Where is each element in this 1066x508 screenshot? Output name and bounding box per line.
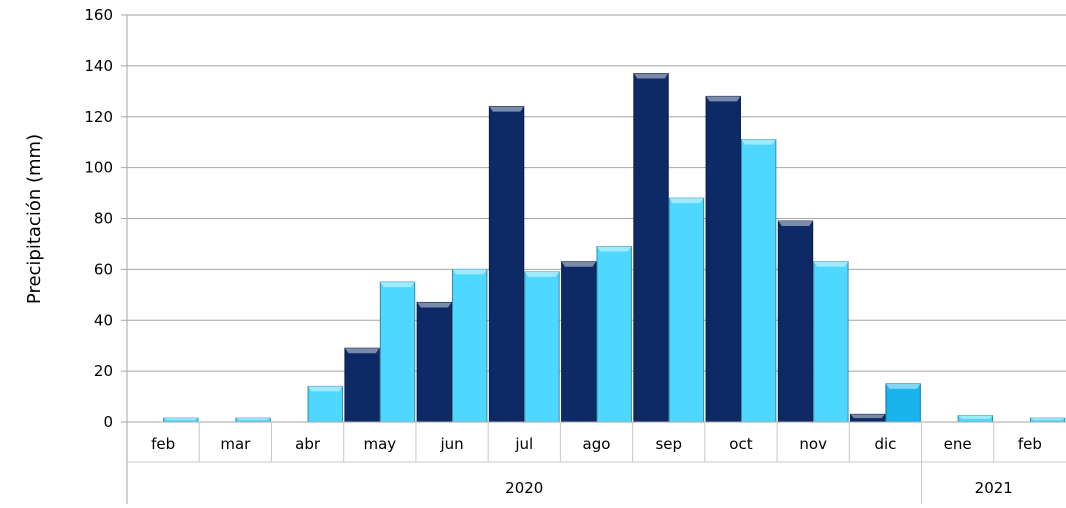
bar-bevel <box>633 73 669 79</box>
bar-bevel <box>308 386 343 392</box>
bar-bevel <box>1030 418 1065 421</box>
bar-body <box>885 383 921 423</box>
bar-bevel <box>813 261 849 267</box>
bar-bevel <box>380 282 415 288</box>
bar <box>379 281 416 423</box>
bar <box>416 301 453 423</box>
x-group-label: 2020 <box>505 479 543 497</box>
bar-body <box>633 73 669 423</box>
bar <box>596 245 632 423</box>
x-category-label: jul <box>514 435 533 453</box>
bar-bevel <box>163 418 199 421</box>
bar-body <box>488 106 525 423</box>
bar-bevel <box>741 139 776 145</box>
bar <box>777 220 814 423</box>
bar-bevel <box>235 418 271 421</box>
bar-body <box>596 245 632 423</box>
bar-body <box>307 385 343 423</box>
x-category-label: feb <box>1018 435 1042 453</box>
bar <box>633 73 669 423</box>
bar <box>344 347 380 423</box>
bar-body <box>416 301 453 423</box>
bar-body <box>813 261 849 423</box>
x-category-label: feb <box>151 435 175 453</box>
bar <box>163 417 199 423</box>
y-tick-label: 160 <box>84 6 113 24</box>
bar-bevel <box>344 348 380 354</box>
bar <box>885 383 921 423</box>
bar-body <box>561 261 597 423</box>
x-group-label: 2021 <box>975 479 1013 497</box>
bar-bevel <box>452 269 487 275</box>
bar-body <box>344 347 380 423</box>
x-category-label: nov <box>799 435 827 453</box>
x-category-label: ago <box>583 435 611 453</box>
y-tick-label: 140 <box>84 57 113 75</box>
bar-body <box>740 139 777 423</box>
bar <box>488 106 525 423</box>
x-category-label: mar <box>220 435 251 453</box>
bar-body <box>524 271 560 423</box>
y-tick-label: 100 <box>84 159 113 177</box>
bar-bevel <box>489 106 524 112</box>
x-category-label: dic <box>874 435 896 453</box>
x-category-label: may <box>363 435 396 453</box>
x-category-label: abr <box>295 435 321 453</box>
bar <box>561 261 597 423</box>
y-tick-label: 60 <box>94 260 113 278</box>
bar <box>524 271 560 423</box>
bar-bevel <box>850 414 885 419</box>
bar <box>307 385 343 423</box>
bar-body <box>379 281 416 423</box>
labels: 0 20 40 60 80 100 120 140 160 feb mar abr may jun jul a… <box>84 6 1042 497</box>
bar <box>740 139 777 423</box>
bar <box>235 417 271 423</box>
bar <box>705 95 741 423</box>
bar-bevel <box>778 221 813 227</box>
bar <box>850 413 886 423</box>
y-tick-label: 40 <box>94 311 113 329</box>
y-tick-label: 120 <box>84 108 113 126</box>
bar <box>957 415 994 423</box>
y-tick-label: 80 <box>94 210 113 228</box>
x-category-label: ene <box>944 435 972 453</box>
y-tick-label: 0 <box>103 413 113 431</box>
bar-body <box>452 268 488 423</box>
y-axis-title: Precipitación (mm) <box>24 134 45 304</box>
bar <box>452 268 488 423</box>
bar-bevel <box>524 271 560 277</box>
bar <box>1029 417 1066 423</box>
bar <box>813 261 849 423</box>
bar-bevel <box>561 261 596 267</box>
axes <box>121 14 1066 504</box>
bar-body <box>705 95 741 423</box>
bars <box>163 73 1066 423</box>
bar-bevel <box>958 415 993 419</box>
y-tick-label: 20 <box>94 362 113 380</box>
bar-bevel <box>669 198 704 204</box>
bar-bevel <box>885 383 921 389</box>
bar-bevel <box>597 246 632 252</box>
x-category-label: sep <box>655 435 682 453</box>
bar-body <box>668 197 705 423</box>
x-category-label: jun <box>439 435 463 453</box>
bar-bevel <box>706 96 741 102</box>
x-category-label: oct <box>729 435 752 453</box>
bar-body <box>777 220 814 423</box>
bar-bevel <box>417 302 452 308</box>
bar <box>668 197 705 423</box>
